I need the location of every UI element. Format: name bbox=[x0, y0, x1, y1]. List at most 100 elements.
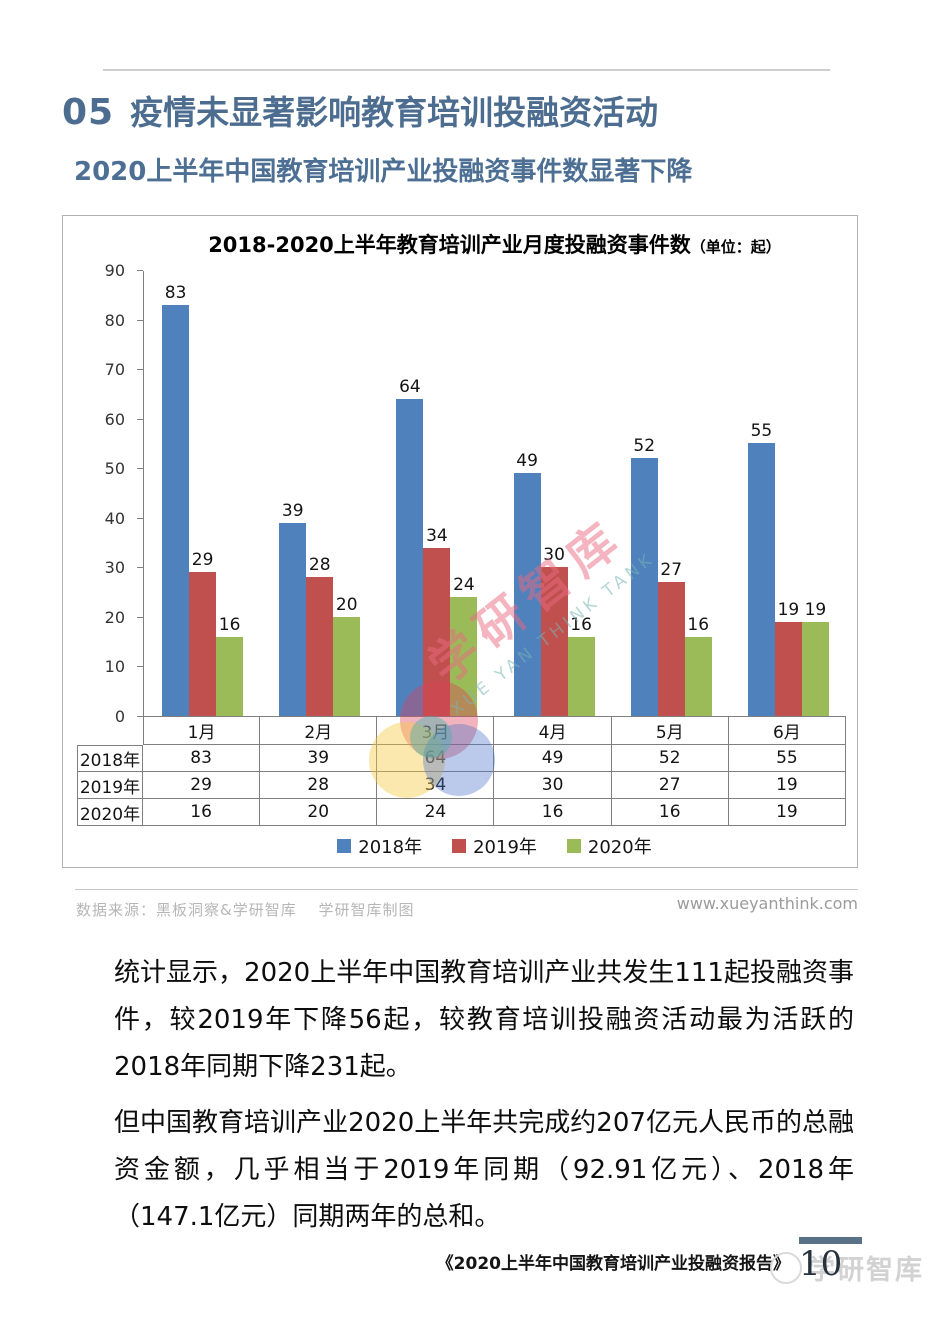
bar-value-label: 16 bbox=[687, 614, 710, 635]
bar-2019年-5月 bbox=[657, 582, 685, 716]
bar-2020年-1月 bbox=[216, 636, 244, 716]
bar-wrap: 49 bbox=[513, 451, 541, 716]
table-cell: 24 bbox=[377, 799, 495, 826]
bar-wrap: 29 bbox=[189, 550, 217, 716]
table-row-label-2020年: 2020年 bbox=[77, 799, 143, 826]
y-axis-tick-mark bbox=[137, 716, 143, 717]
table-header-1月: 1月 bbox=[143, 717, 261, 745]
bar-value-label: 28 bbox=[308, 555, 331, 576]
bar-wrap: 24 bbox=[450, 576, 478, 716]
bar-value-label: 49 bbox=[516, 451, 538, 472]
chart-title-text: 2018-2020上半年教育培训产业月度投融资事件数 bbox=[208, 233, 691, 257]
table-cell: 19 bbox=[728, 799, 846, 826]
table-header-6月: 6月 bbox=[728, 717, 846, 745]
bar-group-1月: 83 29 16 bbox=[144, 271, 261, 716]
bar-wrap: 27 bbox=[657, 560, 685, 716]
bar-value-label: 39 bbox=[281, 500, 304, 521]
bar-group-3月: 64 34 24 bbox=[378, 271, 495, 716]
y-axis-tick-label: 80 bbox=[104, 310, 125, 330]
legend-swatch-icon bbox=[452, 839, 467, 853]
bar-2019年-2月 bbox=[306, 577, 334, 716]
table-cell: 55 bbox=[728, 745, 846, 772]
bar-wrap: 20 bbox=[333, 594, 361, 716]
page-subtitle: 2020上半年中国教育培训产业投融资事件数显著下降 bbox=[74, 157, 693, 187]
chart-container: 2018-2020上半年教育培训产业月度投融资事件数（单位：起） 0 10 20 30… bbox=[62, 215, 858, 868]
table-header-2月: 2月 bbox=[260, 717, 378, 745]
chart-data-table: 1月 2月 3月 4月 5月 6月 2018年 83 39 64 49 52 55 2019年 29 28 34… bbox=[77, 717, 846, 826]
legend-swatch-icon bbox=[566, 839, 581, 853]
page-title: 疫情未显著影响教育培训投融资活动 bbox=[130, 93, 659, 132]
table-cell: 30 bbox=[494, 772, 612, 799]
y-axis-tick-label: 0 bbox=[114, 707, 125, 726]
table-header-5月: 5月 bbox=[611, 717, 729, 745]
table-cell: 16 bbox=[143, 799, 261, 826]
y-axis-tick-mark bbox=[137, 319, 143, 321]
bar-group-2月: 39 28 20 bbox=[261, 271, 378, 716]
bar-2018年-4月 bbox=[513, 473, 541, 716]
legend-label: 2020年 bbox=[587, 837, 652, 858]
bar-value-label: 29 bbox=[191, 550, 214, 571]
y-axis-tick-label: 50 bbox=[104, 459, 125, 479]
paragraph-2: 但中国教育培训产业2020上半年共完成约207亿元人民币的总融资金额，几乎相当于… bbox=[114, 1108, 854, 1232]
bar-2020年-3月 bbox=[450, 597, 478, 716]
bar-wrap: 16 bbox=[567, 614, 595, 716]
table-cell: 27 bbox=[611, 772, 729, 799]
bar-value-label: 52 bbox=[633, 436, 656, 457]
bar-wrap: 34 bbox=[423, 525, 451, 716]
legend-label: 2018年 bbox=[358, 837, 423, 858]
chart-legend: 2018年 2019年 2020年 bbox=[143, 833, 846, 859]
legend-item-2020年: 2020年 bbox=[566, 833, 652, 859]
footer-watermark: 学研智库 bbox=[770, 1248, 924, 1287]
plot-area: 83 29 16 39 28 20 64 34 24 49 30 16 52 27 16 55 19 19 bbox=[143, 271, 846, 717]
y-axis-tick-mark bbox=[137, 616, 143, 618]
bar-value-label: 20 bbox=[335, 594, 358, 615]
table-cell: 28 bbox=[260, 772, 378, 799]
bar-value-label: 16 bbox=[570, 614, 592, 635]
bar-value-label: 34 bbox=[426, 525, 448, 546]
y-axis-tick-mark bbox=[137, 666, 143, 668]
table-cell: 64 bbox=[377, 745, 495, 772]
bar-group-5月: 52 27 16 bbox=[613, 271, 730, 716]
footer-report-title: 《2020上半年中国教育培训产业投融资报告》 bbox=[436, 1254, 790, 1274]
bar-group-4月: 49 30 16 bbox=[496, 271, 613, 716]
table-row-label-2018年: 2018年 bbox=[77, 745, 143, 772]
table-header-4月: 4月 bbox=[494, 717, 612, 745]
page-number-block: 10 bbox=[799, 1237, 862, 1283]
y-axis-tick-label: 30 bbox=[104, 558, 125, 578]
y-axis-tick-label: 10 bbox=[104, 657, 125, 677]
bar-wrap: 28 bbox=[306, 555, 334, 716]
chart-title: 2018-2020上半年教育培训产业月度投融资事件数（单位：起） bbox=[143, 229, 846, 259]
y-axis-tick-mark bbox=[137, 517, 143, 519]
y-axis-tick-label: 40 bbox=[104, 508, 125, 528]
bar-2020年-6月 bbox=[801, 621, 829, 716]
table-cell: 16 bbox=[494, 799, 612, 826]
page-number-bar bbox=[799, 1237, 862, 1244]
source-divider bbox=[75, 889, 858, 890]
bar-value-label: 27 bbox=[660, 560, 683, 581]
bar-value-label: 19 bbox=[777, 599, 800, 620]
legend-swatch-icon bbox=[337, 839, 352, 853]
chart-unit-label: （单位：起） bbox=[690, 238, 781, 256]
table-cell: 49 bbox=[494, 745, 612, 772]
y-axis: 0 10 20 30 40 50 60 70 80 90 bbox=[63, 263, 143, 725]
bar-wrap: 30 bbox=[540, 546, 568, 716]
legend-item-2019年: 2019年 bbox=[452, 833, 537, 859]
bar-2019年-4月 bbox=[540, 567, 568, 716]
table-row-label-2019年: 2019年 bbox=[77, 772, 143, 799]
table-cell: 83 bbox=[143, 745, 261, 772]
table-cell: 39 bbox=[260, 745, 378, 772]
bar-wrap: 16 bbox=[216, 615, 244, 716]
y-axis-tick-label: 70 bbox=[104, 360, 125, 380]
bar-wrap: 39 bbox=[279, 500, 307, 716]
table-cell: 20 bbox=[260, 799, 378, 826]
bar-2018年-3月 bbox=[396, 398, 424, 716]
table-cell: 52 bbox=[611, 745, 729, 772]
y-axis-tick-mark bbox=[137, 270, 143, 271]
website-link[interactable]: www.xueyanthink.com bbox=[676, 894, 858, 913]
page-number: 10 bbox=[799, 1244, 843, 1284]
y-axis-tick-mark bbox=[137, 418, 143, 420]
bar-wrap: 83 bbox=[162, 283, 190, 716]
bar-wrap: 55 bbox=[747, 422, 775, 716]
y-axis-tick-mark bbox=[137, 468, 143, 470]
